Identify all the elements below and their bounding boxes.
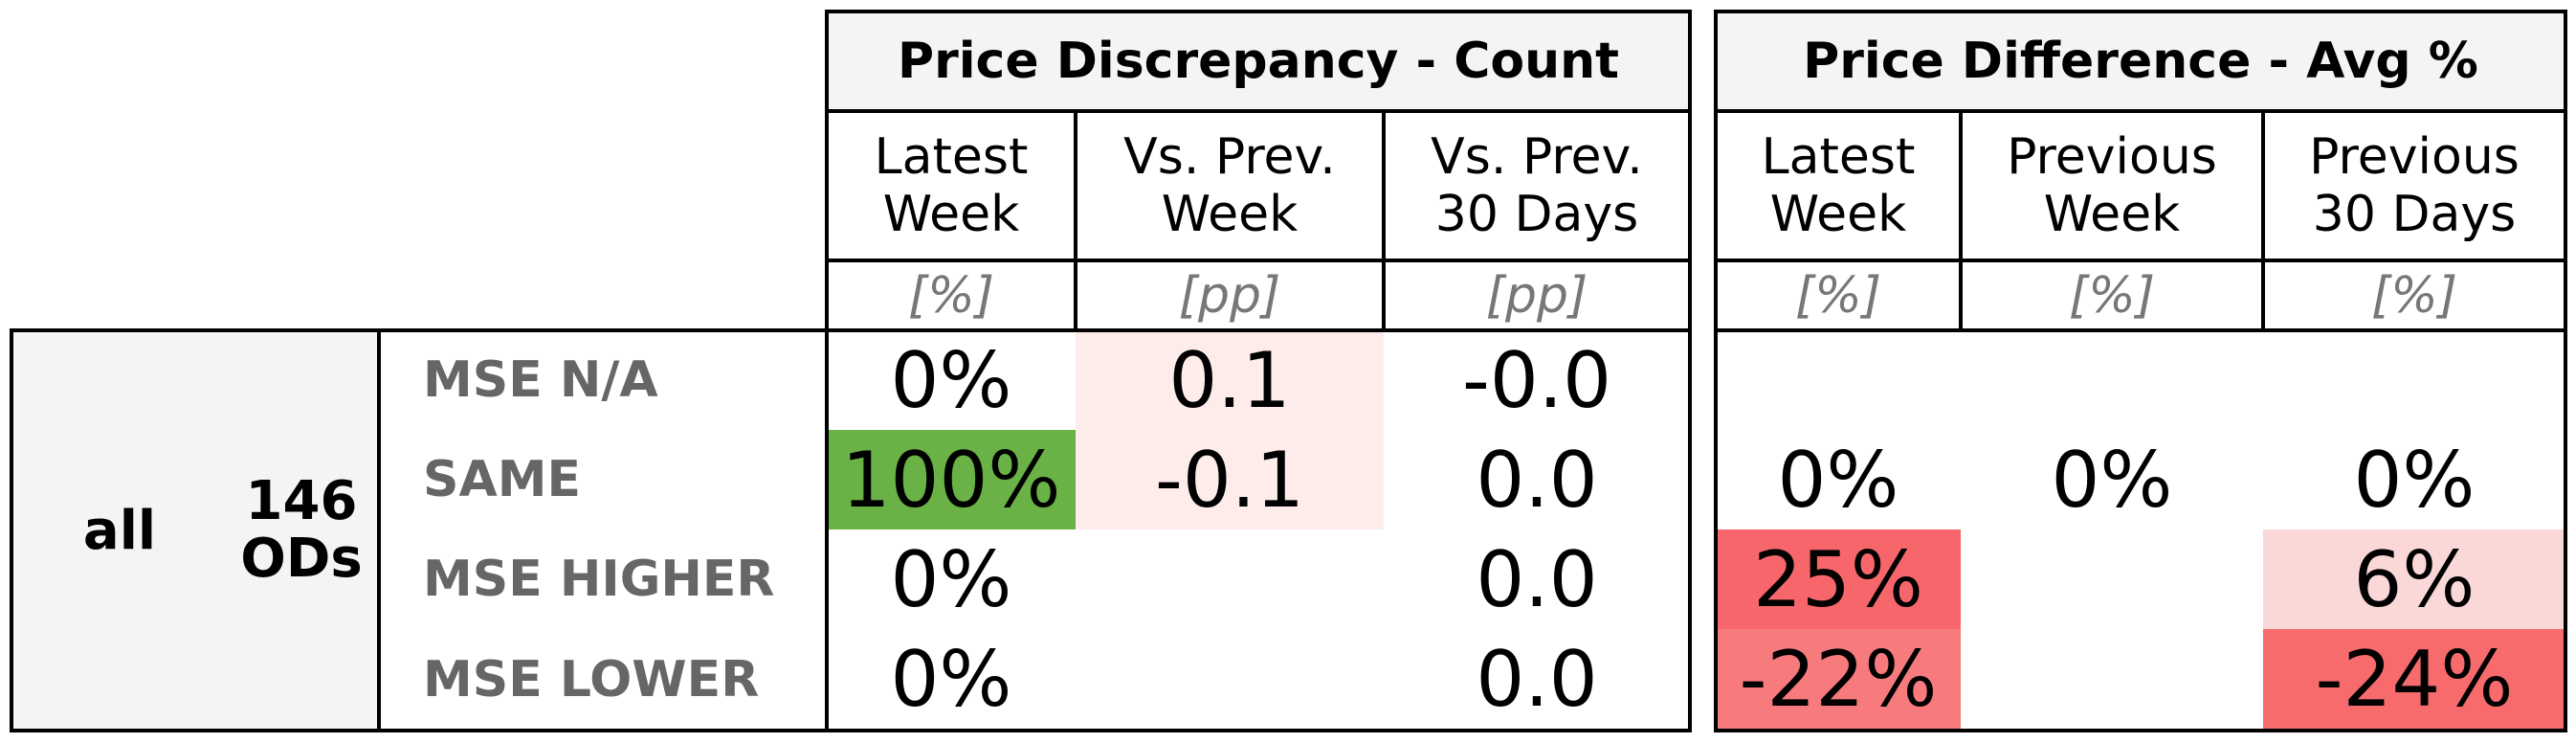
- col-unit: [%]: [2371, 266, 2457, 325]
- border: [1959, 109, 1963, 329]
- table-cell: 0.0: [1384, 629, 1690, 729]
- border: [10, 328, 13, 732]
- section-title-difference: Price Difference - Avg %: [1716, 11, 2565, 111]
- table-cell: 0%: [2263, 430, 2565, 529]
- group-panel: [11, 330, 377, 731]
- col-header: Latest Week: [1761, 128, 1916, 243]
- border: [1714, 729, 2567, 732]
- col-unit: [pp]: [1485, 266, 1588, 325]
- border: [1714, 328, 2567, 332]
- table-cell: -24%: [2263, 629, 2565, 729]
- group-count-label: 146 ODs: [240, 470, 363, 590]
- border: [1714, 259, 2567, 262]
- table-cell: [2263, 330, 2565, 430]
- row-label: MSE LOWER: [423, 651, 760, 709]
- border: [1714, 109, 2567, 113]
- col-header: Vs. Prev. Week: [1123, 128, 1336, 243]
- border: [2564, 10, 2567, 732]
- col-header: Previous 30 Days: [2309, 128, 2520, 243]
- table-cell: [1961, 629, 2263, 729]
- col-header: Previous Week: [2007, 128, 2217, 243]
- table-cell: 0.0: [1384, 430, 1690, 529]
- col-unit: [%]: [908, 266, 994, 325]
- table-cell: 100%: [827, 430, 1076, 529]
- table-cell: 25%: [1716, 529, 1961, 629]
- border: [1714, 10, 1718, 732]
- section-title-discrepancy: Price Discrepancy - Count: [827, 11, 1690, 111]
- border: [1688, 10, 1692, 732]
- col-unit: [%]: [2069, 266, 2155, 325]
- table-cell: [1716, 330, 1961, 430]
- border: [825, 259, 1692, 262]
- table-cell: 6%: [2263, 529, 2565, 629]
- col-unit: [pp]: [1178, 266, 1281, 325]
- row-label: SAME: [423, 451, 581, 508]
- col-header: Vs. Prev. 30 Days: [1431, 128, 1643, 243]
- table-cell: [1076, 629, 1384, 729]
- border: [825, 10, 1692, 13]
- border: [1714, 10, 2567, 13]
- border: [10, 729, 1692, 732]
- col-unit: [%]: [1795, 266, 1881, 325]
- table-cell: 0%: [827, 529, 1076, 629]
- table-cell: 0%: [1961, 430, 2263, 529]
- border: [10, 328, 1692, 332]
- border: [1074, 109, 1077, 329]
- table-cell: -0.0: [1384, 330, 1690, 430]
- border: [377, 328, 381, 732]
- table-cell: 0.1: [1076, 330, 1384, 430]
- table-cell: -22%: [1716, 629, 1961, 729]
- border: [1382, 109, 1386, 329]
- col-header: Latest Week: [874, 128, 1029, 243]
- table-cell: 0.0: [1384, 529, 1690, 629]
- table-cell: 0%: [827, 629, 1076, 729]
- table-cell: [1961, 529, 2263, 629]
- table-cell: 0%: [827, 330, 1076, 430]
- row-label: MSE HIGHER: [423, 551, 775, 608]
- table-cell: -0.1: [1076, 430, 1384, 529]
- border: [2261, 109, 2265, 329]
- table-cell: [1961, 330, 2263, 430]
- row-label: MSE N/A: [423, 351, 658, 409]
- table-cell: 0%: [1716, 430, 1961, 529]
- group-label: all: [82, 499, 157, 562]
- table-cell: [1076, 529, 1384, 629]
- border: [825, 10, 829, 732]
- border: [825, 109, 1692, 113]
